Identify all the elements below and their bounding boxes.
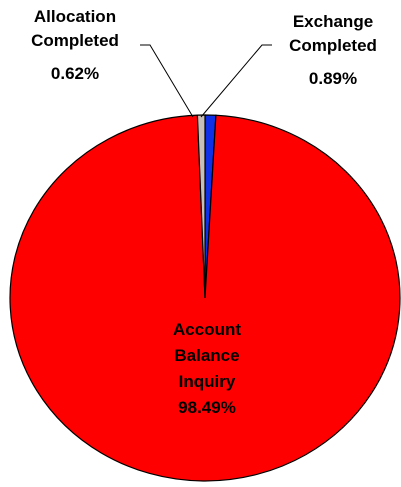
slice-label: Allocation Completed (31, 7, 119, 50)
slice-value-label: 98.49% (178, 398, 236, 417)
slice-label: Account Balance Inquiry (173, 320, 241, 391)
pie-slice (9, 114, 401, 482)
pie-slice (196, 114, 206, 299)
slice-value-label: 0.62% (50, 64, 100, 83)
slice-label: Exchange Completed (289, 12, 377, 55)
leader-line (200, 44, 272, 118)
leader-line (140, 44, 194, 118)
slice-value-label: 0.89% (308, 69, 358, 88)
